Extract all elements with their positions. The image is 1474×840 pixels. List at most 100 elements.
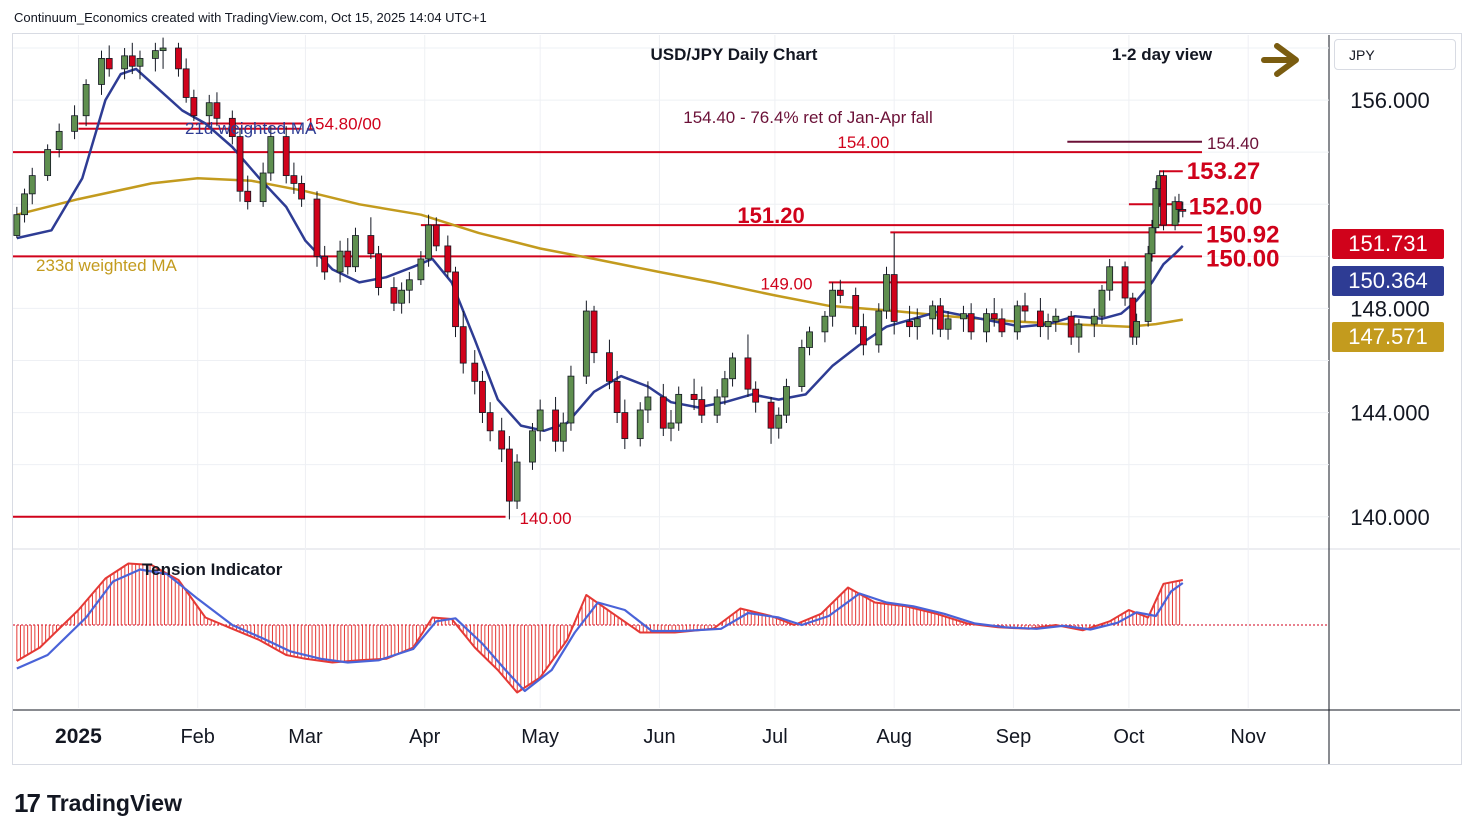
candle: [21, 188, 28, 223]
candle: [859, 313, 867, 356]
candle: [505, 436, 513, 520]
candle-body: [821, 315, 829, 333]
candle: [721, 370, 729, 405]
candle: [621, 399, 629, 450]
candle: [559, 412, 567, 452]
candle: [821, 311, 829, 343]
candle-body: [1160, 175, 1167, 226]
candle-body: [1037, 310, 1044, 328]
candle: [713, 389, 721, 424]
candle: [1037, 298, 1044, 338]
candle: [783, 378, 790, 424]
fib-label: 154.40: [1207, 134, 1259, 153]
level-label: 149.00: [760, 274, 812, 293]
candle-body: [1152, 188, 1160, 229]
candle-body: [1175, 201, 1183, 210]
level-label: 150.92: [1206, 221, 1279, 248]
candle-body: [471, 362, 479, 382]
candle-body: [929, 305, 937, 320]
candle-body: [367, 235, 375, 255]
tradingview-logo[interactable]: 17 TradingView: [14, 788, 182, 819]
candle-body: [513, 461, 521, 502]
x-tick-label: May: [521, 726, 559, 748]
x-tick-label: 2025: [55, 725, 102, 748]
candle: [298, 175, 305, 207]
candle: [236, 128, 244, 202]
candle-body: [698, 399, 706, 416]
candle-body: [259, 172, 267, 203]
candle-body: [228, 117, 236, 137]
level-label: 151.20: [737, 203, 804, 228]
candle-body: [44, 149, 52, 177]
y-tick-label: 144.000: [1350, 401, 1430, 426]
candle-body: [417, 258, 425, 281]
candle: [536, 399, 544, 442]
candle-body: [529, 430, 536, 463]
candle-body: [452, 271, 459, 328]
candle-body: [444, 245, 452, 273]
candle: [990, 298, 998, 327]
candle: [529, 423, 536, 470]
candle-body: [505, 448, 513, 502]
candle-body: [432, 224, 440, 247]
candle: [390, 277, 398, 312]
ma233-label: 233d weighted MA: [36, 256, 177, 275]
candle: [244, 175, 252, 210]
candle: [913, 308, 921, 340]
candle-body: [552, 409, 559, 442]
candle: [128, 42, 136, 75]
candle: [228, 110, 236, 145]
candle-body: [121, 55, 128, 70]
candle: [352, 227, 359, 272]
candle: [929, 300, 937, 335]
candle-body: [536, 409, 544, 432]
candle-body: [775, 414, 783, 429]
price-badge-150-364: 150.364: [1332, 266, 1444, 296]
candle-body: [486, 412, 494, 432]
candle: [936, 298, 944, 338]
level-label: 152.00: [1189, 193, 1262, 220]
candle: [13, 206, 21, 239]
tension-indicator-panel: [13, 562, 1329, 694]
x-tick-label: Nov: [1230, 726, 1266, 748]
candle-body: [875, 310, 883, 346]
candle-body: [713, 396, 721, 416]
candle: [698, 386, 706, 424]
x-tick-label: Sep: [996, 726, 1032, 748]
candle-body: [425, 224, 432, 260]
candle: [486, 402, 494, 442]
candle: [1052, 308, 1060, 332]
candle-body: [1075, 323, 1083, 338]
candle-body: [567, 375, 575, 424]
x-tick-label: Mar: [288, 726, 323, 748]
candle-body: [913, 318, 921, 328]
candle-body: [205, 102, 213, 117]
candle-body: [590, 310, 598, 354]
x-tick-label: Jun: [643, 726, 675, 748]
candle: [729, 352, 736, 387]
candle: [983, 308, 990, 343]
candle: [98, 50, 105, 95]
fib-note: 154.40 - 76.4% ret of Jan-Apr fall: [683, 108, 932, 127]
candle: [452, 266, 459, 338]
candle-body: [321, 255, 329, 273]
candle-body: [936, 305, 944, 330]
tradingview-wordmark: TradingView: [46, 790, 182, 816]
candle: [613, 370, 621, 424]
candle: [806, 326, 813, 356]
candle-body: [721, 378, 729, 398]
symbol-selector[interactable]: JPY: [1334, 39, 1456, 70]
candle-body: [636, 409, 644, 440]
candle-body: [906, 321, 913, 328]
candle-body: [752, 388, 760, 403]
level-label: 154.80/00: [306, 115, 382, 134]
candle-body: [890, 274, 898, 322]
candle: [159, 37, 167, 69]
ma21-label: 21d weighted MA: [185, 119, 317, 138]
candle: [890, 232, 898, 335]
price-badge-bg: [1332, 229, 1444, 259]
candle: [567, 365, 575, 431]
level-152-00: 152.00: [1128, 193, 1262, 220]
candle-body: [398, 289, 406, 304]
